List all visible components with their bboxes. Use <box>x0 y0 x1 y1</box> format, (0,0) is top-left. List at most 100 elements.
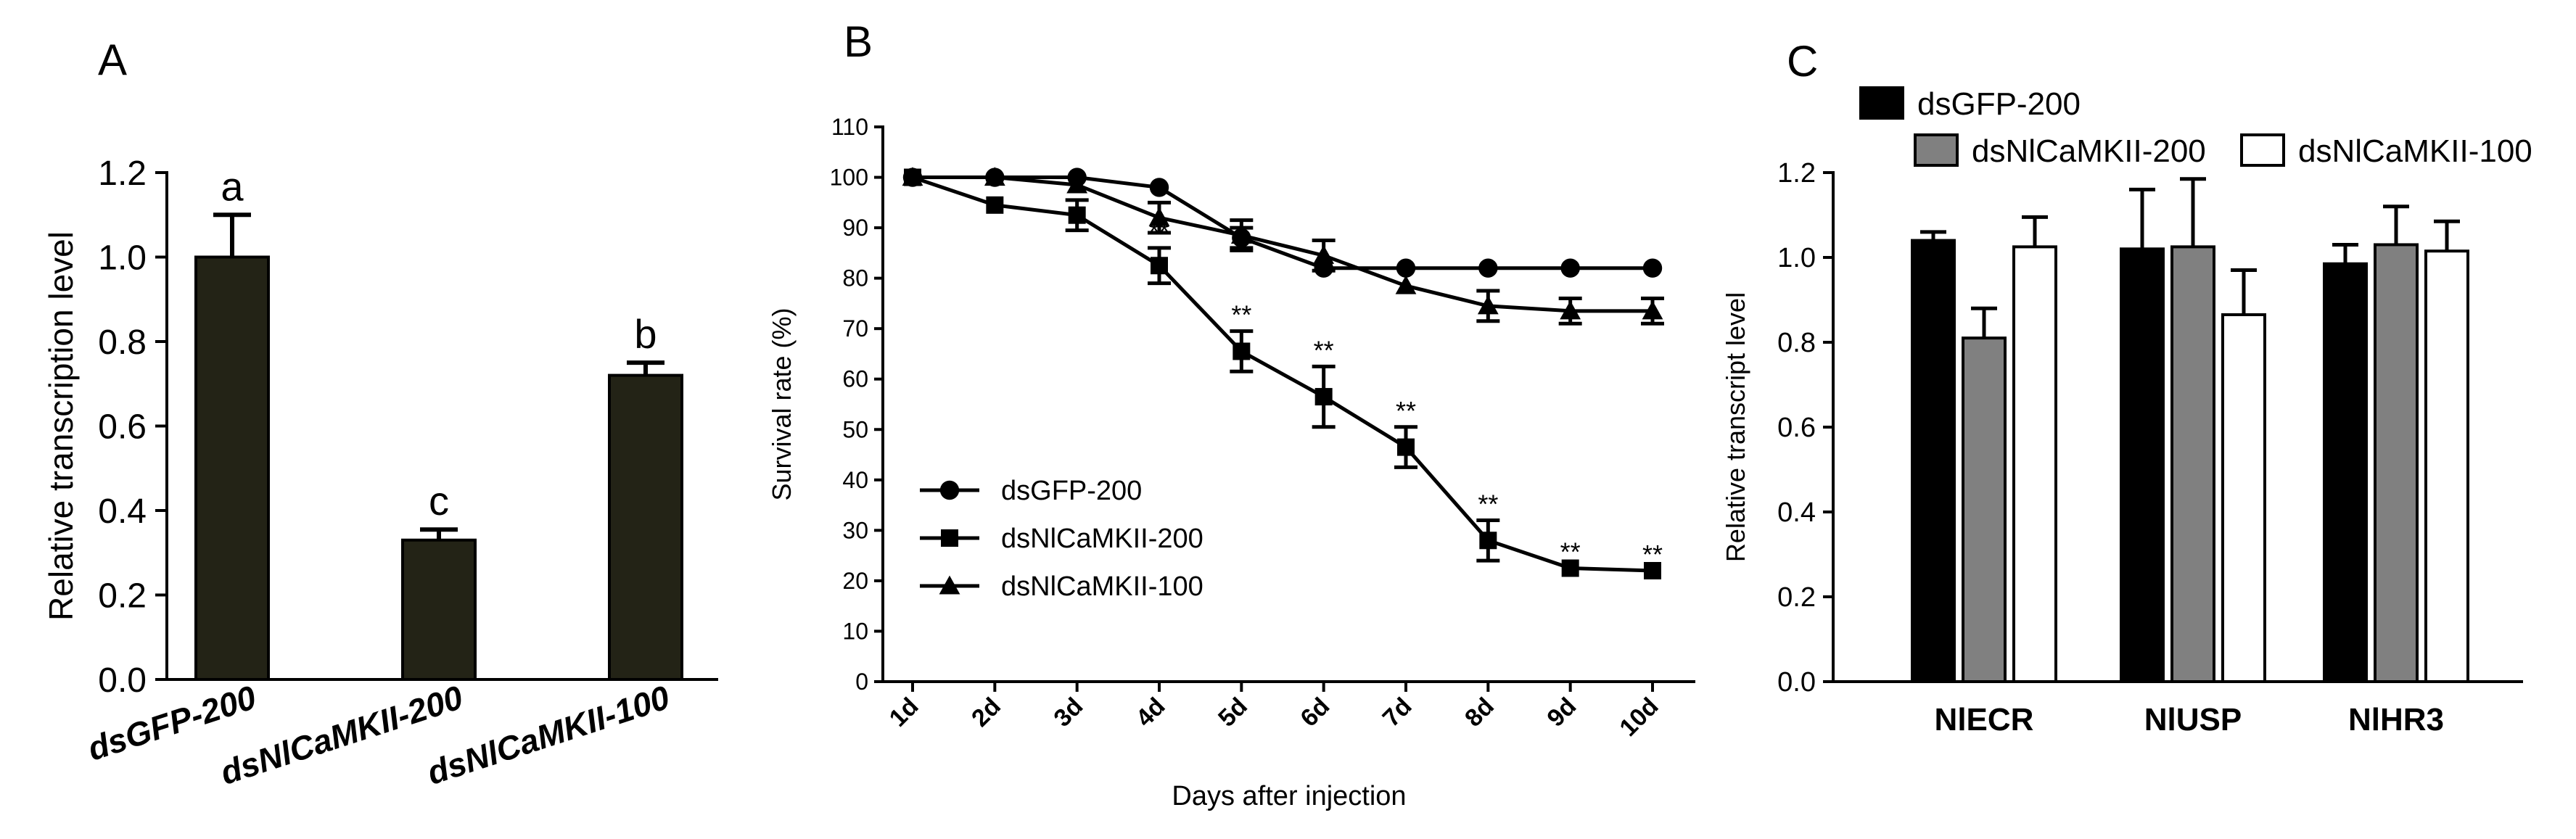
panel-b-y-tick-label: 90 <box>842 215 868 241</box>
panel-c-legend-label: dsNlCaMKII-100 <box>2298 133 2532 169</box>
panel-b-data-point <box>1149 178 1169 197</box>
panel-b-x-tick-label: 5d <box>1213 693 1253 732</box>
panel-b-significance-marker: ** <box>1314 335 1334 365</box>
panel-a-bar <box>608 373 683 681</box>
panel-b-data-point <box>1477 295 1499 315</box>
panel-b-legend-marker <box>939 575 960 595</box>
panel-c-y-tick-label: 1.2 <box>1777 158 1816 189</box>
panel-b-x-tick-label: 8d <box>1460 693 1499 732</box>
panel-b-y-tick-label: 0 <box>855 669 868 695</box>
panel-b-significance-marker: ** <box>1396 396 1416 426</box>
panel-b-data-point <box>1561 559 1579 577</box>
panel-b-y-tick-label: 110 <box>831 114 868 140</box>
panel-b-data-point <box>1397 438 1415 456</box>
panel-b-y-axis-label: Survival rate (%) <box>767 307 797 500</box>
panel-b-data-point <box>984 167 1005 186</box>
panel-b-legend-label: dsGFP-200 <box>1001 476 1142 506</box>
panel-b-significance-marker: ** <box>1149 217 1169 247</box>
panel-b: B 0 10 20 30 40 50 60 70 80 90 100 110 1d 2d 3d 4d 5d 6d 7… <box>767 17 1695 811</box>
panel-b-series-triangle <box>902 167 1664 326</box>
panel-b-data-point <box>1644 562 1661 579</box>
panel-b-y-tick-label: 100 <box>830 165 868 191</box>
panel-b-data-point <box>1230 225 1252 244</box>
panel-a-y-tick-label: 0.8 <box>98 323 147 362</box>
panel-c-legend-label: dsGFP-200 <box>1917 86 2081 122</box>
panel-a-bar <box>401 538 477 682</box>
panel-a-label: A <box>98 36 127 84</box>
panel-c-y-tick-label: 1.0 <box>1777 243 1816 273</box>
panel-b-data-point <box>1068 206 1086 224</box>
panel-a-significance-letter: a <box>221 163 244 209</box>
panel-c-y-tick-label: 0.8 <box>1777 328 1816 358</box>
panel-a-bar <box>194 255 270 681</box>
panel-b-x-tick-label: 10d <box>1614 693 1663 742</box>
panel-c-bar <box>2012 245 2057 683</box>
panel-c-y-tick-label: 0.4 <box>1777 497 1816 528</box>
panel-b-data-point <box>1396 258 1416 278</box>
panel-c-category-label: NlUSP <box>2144 702 2242 737</box>
panel-c-y-tick-label: 0.6 <box>1777 413 1816 443</box>
panel-a-y-tick-label: 1.0 <box>98 239 147 278</box>
panel-a-significance-letter: b <box>634 311 657 357</box>
panel-b-data-point <box>1233 342 1251 360</box>
panel-b-data-point <box>1642 258 1663 278</box>
panel-c-bar <box>1911 239 1956 684</box>
panel-c: C 0.0 0.2 0.4 0.6 0.8 1.0 1.2 Relative transcri… <box>1721 37 2532 737</box>
panel-c-bar <box>2323 262 2368 683</box>
panel-a-y-tick-label: 0.4 <box>98 492 147 531</box>
panel-b-series-line <box>912 175 1653 573</box>
panel-b-significance-marker: ** <box>1642 540 1663 569</box>
panel-b-x-axis-label: Days after injection <box>1172 781 1406 811</box>
panel-c-legend-swatch <box>1859 86 1904 120</box>
panel-b-x-tick-label: 1d <box>884 693 924 732</box>
panel-c-bar <box>2120 247 2165 683</box>
panel-b-y-tick-label: 30 <box>842 517 868 543</box>
panel-b-y-tick-label: 40 <box>842 467 868 493</box>
panel-b-data-point <box>1066 174 1088 194</box>
panel-b-x-tick-label: 9d <box>1542 693 1581 732</box>
panel-c-category-label: NlECR <box>1935 702 2034 737</box>
panel-b-data-point <box>986 196 1004 214</box>
panel-b-x-tick-label: 3d <box>1048 693 1088 732</box>
panel-c-legend-swatch <box>2240 133 2285 167</box>
panel-b-data-point <box>1479 532 1497 550</box>
panel-b-y-tick-label: 60 <box>842 366 868 392</box>
panel-b-data-point <box>1560 258 1580 278</box>
panel-b-label: B <box>844 17 873 66</box>
panel-c-y-tick-label: 0.0 <box>1777 667 1816 698</box>
panel-b-legend-label: dsNlCaMKII-100 <box>1001 571 1203 602</box>
panel-c-y-axis-label: Relative transcript level <box>1721 292 1750 562</box>
panel-b-data-point <box>902 167 923 186</box>
panel-a-y-tick-label: 0.6 <box>98 408 147 447</box>
panel-b-series-line <box>913 175 1653 270</box>
panel-a-y-axis-label: Relative transcription level <box>42 231 80 621</box>
panel-b-y-tick-label: 50 <box>842 416 868 442</box>
panel-b-data-point <box>1560 300 1581 320</box>
panel-b-y-tick-label: 10 <box>842 618 868 644</box>
panel-b-y-tick-label: 70 <box>842 315 868 342</box>
panel-b-series-line <box>913 175 1653 313</box>
panel-b-x-tick-label: 6d <box>1295 693 1335 732</box>
panel-b-series-circle <box>902 168 1663 278</box>
panel-b-y-tick-label: 20 <box>842 568 868 594</box>
panel-b-legend-marker <box>939 480 960 500</box>
panel-b-x-tick-label: 7d <box>1378 693 1417 732</box>
panel-c-label: C <box>1787 37 1818 86</box>
panel-a-y-tick-label: 0.0 <box>98 661 147 700</box>
panel-b-data-point <box>1642 300 1663 320</box>
panel-c-legend-label: dsNlCaMKII-200 <box>1972 133 2206 169</box>
panel-b-x-tick-label: 4d <box>1131 693 1171 732</box>
panel-b-legend-marker <box>941 529 958 547</box>
panel-b-data-point <box>1313 244 1335 264</box>
panel-c-legend-swatch <box>1914 133 1959 167</box>
panel-b-data-point <box>1478 258 1498 278</box>
panel-b-data-point <box>1148 207 1170 226</box>
panel-c-bar <box>1962 336 2007 683</box>
panel-b-data-point <box>1314 388 1333 406</box>
panel-a-significance-letter: c <box>429 478 449 524</box>
panel-b-significance-marker: ** <box>1560 537 1581 567</box>
panel-c-bar <box>2221 313 2266 683</box>
panel-c-bar <box>2170 245 2215 683</box>
panel-b-data-point <box>1395 275 1417 294</box>
